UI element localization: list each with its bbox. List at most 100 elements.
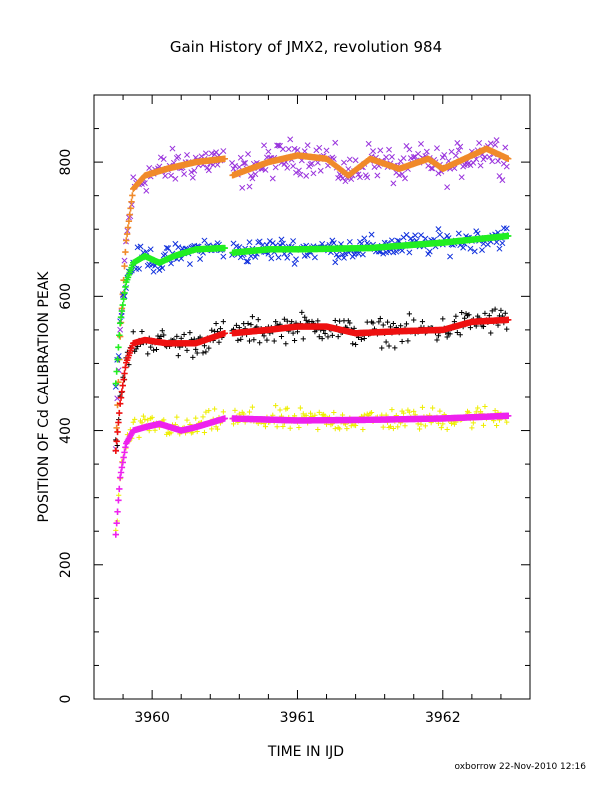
data-point xyxy=(221,244,228,252)
data-point xyxy=(505,412,512,419)
data-point xyxy=(346,156,353,163)
data-point xyxy=(315,426,321,433)
data-point xyxy=(330,240,337,246)
data-point xyxy=(242,160,249,166)
data-point xyxy=(434,145,440,152)
data-point xyxy=(317,167,324,174)
data-point xyxy=(246,409,253,415)
data-point xyxy=(387,423,394,430)
data-point xyxy=(310,170,317,177)
data-point xyxy=(295,167,302,174)
data-point xyxy=(335,254,342,261)
data-point xyxy=(113,438,120,445)
data-point xyxy=(122,283,129,291)
data-point xyxy=(457,332,463,338)
data-point xyxy=(168,172,174,179)
data-point xyxy=(206,345,212,351)
data-point xyxy=(355,171,362,178)
data-point xyxy=(230,421,237,427)
data-point xyxy=(476,139,483,146)
data-point xyxy=(132,416,138,422)
data-point xyxy=(184,347,190,354)
data-point xyxy=(114,356,121,363)
data-point xyxy=(435,333,442,339)
data-point xyxy=(146,165,153,171)
data-point xyxy=(477,162,484,169)
data-point xyxy=(291,260,298,267)
series-1 xyxy=(112,145,512,454)
data-point xyxy=(201,343,208,349)
data-point xyxy=(499,177,506,184)
data-point xyxy=(499,240,506,247)
data-point xyxy=(168,430,174,436)
data-point xyxy=(255,317,261,323)
data-point xyxy=(411,317,417,323)
data-point xyxy=(209,426,215,432)
data-point xyxy=(332,259,339,266)
data-point xyxy=(457,143,464,150)
data-point xyxy=(470,159,477,166)
data-point xyxy=(455,230,462,237)
series-0 xyxy=(112,136,510,453)
data-point xyxy=(115,419,122,426)
data-point xyxy=(117,313,125,321)
data-point xyxy=(400,155,407,162)
data-point xyxy=(496,245,503,252)
data-point xyxy=(316,144,323,151)
data-point xyxy=(303,412,309,418)
data-point xyxy=(165,245,172,252)
data-point xyxy=(203,349,209,355)
y-tick-label: 200 xyxy=(58,551,74,578)
data-point xyxy=(112,447,119,454)
data-point xyxy=(237,154,244,161)
data-point xyxy=(246,183,253,190)
data-point xyxy=(238,336,244,342)
data-point xyxy=(390,320,396,327)
data-point xyxy=(266,238,273,245)
data-point xyxy=(460,244,467,251)
data-point xyxy=(504,326,510,332)
data-point xyxy=(440,421,446,427)
data-point xyxy=(113,424,120,432)
data-point xyxy=(492,408,498,414)
data-point xyxy=(189,174,196,181)
data-point xyxy=(175,353,181,359)
data-point xyxy=(118,388,126,395)
data-point xyxy=(120,376,127,383)
data-point xyxy=(444,334,450,340)
data-point xyxy=(395,424,401,430)
data-point xyxy=(152,427,158,433)
data-point xyxy=(422,423,428,429)
data-point xyxy=(339,412,346,418)
data-point xyxy=(121,449,128,456)
data-point xyxy=(277,407,283,413)
data-point xyxy=(303,172,310,179)
data-point xyxy=(201,429,208,436)
data-point xyxy=(197,256,204,262)
data-point xyxy=(489,308,495,314)
data-point xyxy=(329,332,335,338)
data-point xyxy=(284,164,291,171)
data-point xyxy=(504,419,510,425)
data-point xyxy=(503,225,510,232)
data-point xyxy=(405,338,411,344)
data-point xyxy=(406,409,412,415)
data-point xyxy=(296,424,302,431)
data-point xyxy=(358,336,365,342)
data-point xyxy=(147,246,154,253)
data-point xyxy=(422,235,429,242)
data-point xyxy=(284,318,290,324)
data-point xyxy=(202,150,209,157)
data-point xyxy=(294,147,301,153)
data-point xyxy=(428,165,435,172)
data-point xyxy=(188,169,195,176)
data-point xyxy=(361,235,368,242)
data-point xyxy=(347,320,353,326)
data-point xyxy=(240,160,247,167)
data-point xyxy=(125,217,133,225)
data-point xyxy=(203,409,209,415)
data-point xyxy=(278,333,285,340)
data-point xyxy=(129,192,136,199)
data-point xyxy=(200,350,206,356)
data-point xyxy=(116,409,123,417)
